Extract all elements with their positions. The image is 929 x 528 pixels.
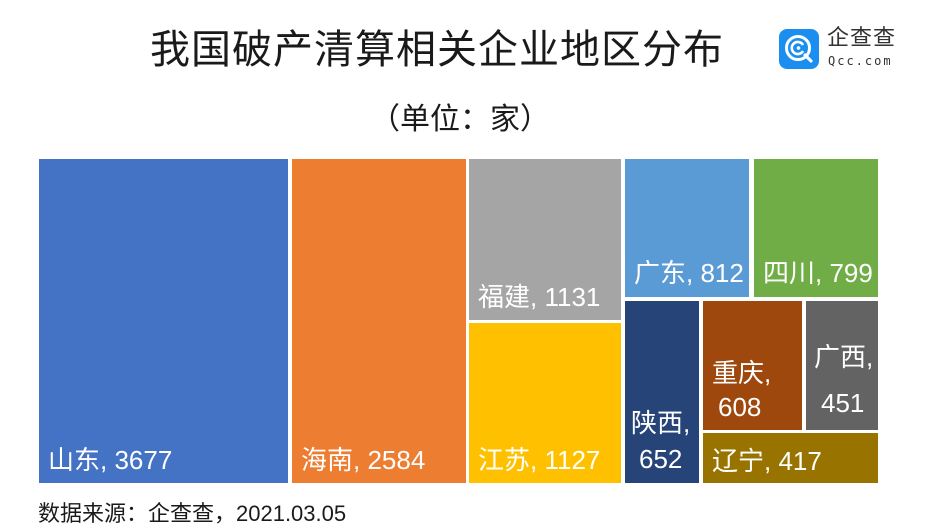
tile-label-value: 608: [718, 392, 762, 422]
tile-label-value: 451: [821, 388, 865, 418]
tile-label: 辽宁, 417: [712, 446, 822, 476]
logo-text-cn: 企查查: [827, 26, 897, 51]
tile-label: 福建, 1131: [478, 282, 601, 312]
chart-subtitle: （单位：家）: [370, 102, 550, 137]
tile-liaoning[interactable]: 辽宁, 417: [703, 433, 878, 483]
tile-label-name: 广西,: [814, 342, 874, 372]
data-source-note: 数据来源：企查查，2021.03.05: [38, 501, 347, 526]
tile-jiangsu[interactable]: 江苏, 1127: [469, 323, 621, 483]
tile-label: 广东, 812: [634, 258, 744, 288]
chart-title: 我国破产清算相关企业地区分布: [150, 27, 724, 73]
tile-label-name: 陕西,: [631, 408, 691, 438]
tile-hainan[interactable]: 海南, 2584: [292, 159, 466, 483]
tile-label: 海南, 2584: [301, 445, 426, 475]
tile-label: 江苏, 1127: [478, 445, 601, 475]
tile-label: 四川, 799: [763, 258, 873, 288]
tile-guangxi[interactable]: 广西, 451: [806, 301, 878, 430]
tile-sichuan[interactable]: 四川, 799: [754, 159, 878, 297]
tile-shandong[interactable]: 山东, 3677: [39, 159, 288, 483]
tile-fujian[interactable]: 福建, 1131: [469, 159, 621, 320]
tile-label-name: 重庆,: [712, 358, 772, 388]
logo-text-en: Qcc.com: [828, 54, 893, 68]
qcc-logo: 企查查 Qcc.com: [779, 26, 909, 71]
tile-label: 山东, 3677: [48, 445, 173, 475]
tile-guangdong[interactable]: 广东, 812: [625, 159, 749, 297]
tile-shaanxi[interactable]: 陕西, 652: [625, 301, 699, 483]
tile-chongqing[interactable]: 重庆, 608: [703, 301, 802, 430]
qcc-logo-icon: [779, 29, 819, 69]
tile-label-value: 652: [639, 444, 683, 474]
